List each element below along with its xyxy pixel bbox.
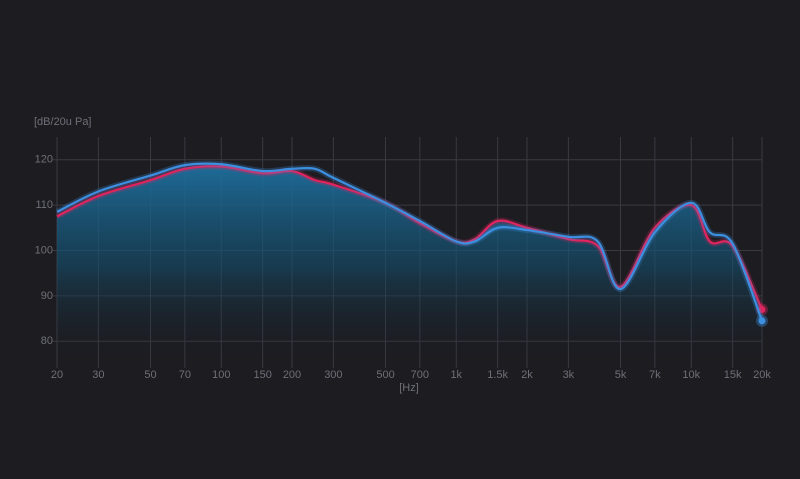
y-tick-label: 110 xyxy=(35,199,53,211)
x-tick-label: 200 xyxy=(283,369,301,381)
x-tick-label: 15k xyxy=(724,369,742,381)
x-tick-label: 100 xyxy=(212,369,230,381)
x-tick-label: 50 xyxy=(144,369,156,381)
x-tick-label: 3k xyxy=(563,369,575,381)
x-tick-label: 70 xyxy=(179,369,191,381)
x-tick-label: 150 xyxy=(253,369,271,381)
y-tick-label: 120 xyxy=(35,154,53,166)
x-tick-label: 7k xyxy=(649,369,661,381)
y-tick-label: 90 xyxy=(41,290,53,302)
x-tick-label: 2k xyxy=(521,369,533,381)
end-dot xyxy=(758,306,766,314)
line xyxy=(56,162,764,322)
x-tick-label: 1k xyxy=(450,369,462,381)
x-tick-label: 700 xyxy=(411,369,429,381)
area xyxy=(57,166,762,364)
x-tick-label: 300 xyxy=(324,369,342,381)
y-tick-label: 80 xyxy=(41,335,53,347)
end-dot xyxy=(758,317,766,325)
x-tick-label: 30 xyxy=(92,369,104,381)
x-tick-label: 5k xyxy=(615,369,627,381)
x-tick-label: 500 xyxy=(376,369,394,381)
x-axis-label: [Hz] xyxy=(399,382,419,394)
y-tick-label: 100 xyxy=(35,244,53,256)
y-axis-label: [dB/20u Pa] xyxy=(34,116,92,128)
x-tick-label: 1.5k xyxy=(487,369,508,381)
x-tick-label: 20 xyxy=(51,369,63,381)
x-tick-label: 10k xyxy=(682,369,700,381)
x-tick-label: 20k xyxy=(753,369,771,381)
